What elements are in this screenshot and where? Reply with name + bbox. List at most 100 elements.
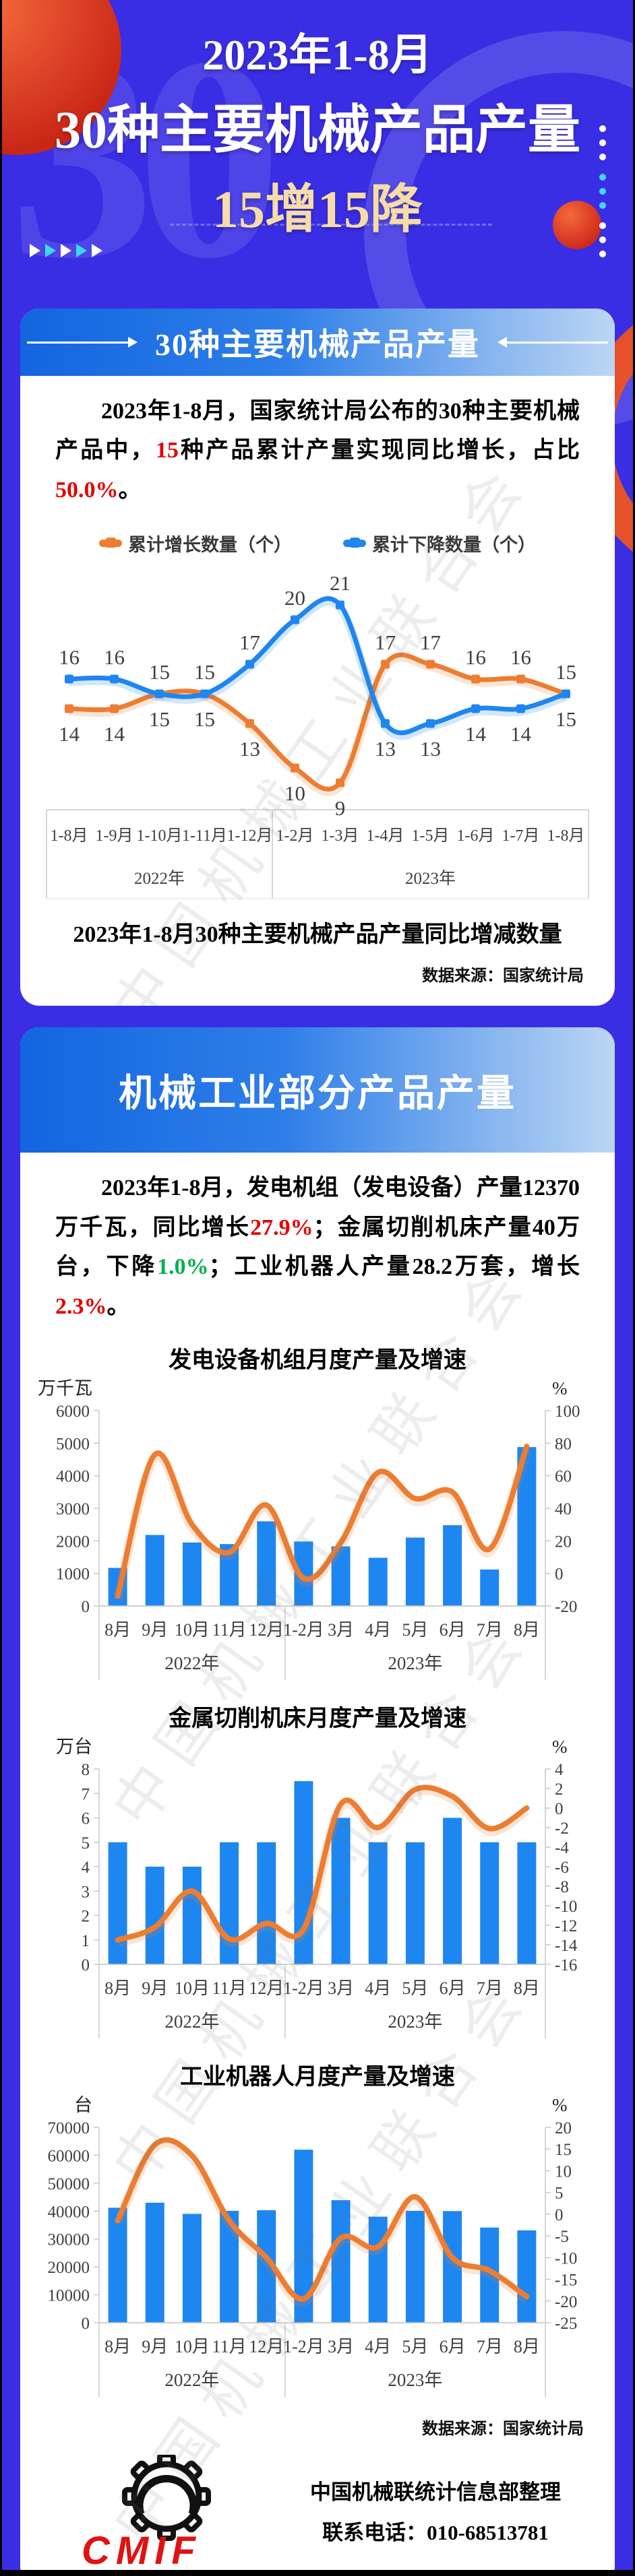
svg-text:-8: -8 — [555, 1878, 569, 1896]
svg-text:-10: -10 — [555, 1898, 577, 1916]
svg-text:1-9月: 1-9月 — [96, 827, 133, 845]
svg-text:8月: 8月 — [104, 1620, 131, 1640]
svg-text:0: 0 — [82, 1598, 90, 1616]
svg-text:4月: 4月 — [365, 1978, 391, 1998]
svg-text:-6: -6 — [555, 1859, 569, 1877]
title-period: 2023年1-8月 — [202, 31, 433, 79]
svg-text:-16: -16 — [555, 1956, 577, 1974]
svg-text:17: 17 — [239, 631, 260, 654]
svg-text:4月: 4月 — [365, 1620, 391, 1640]
section-30-products: 30种主要机械产品产量 2023年1-8月，国家统计局公布的30种主要机械产品中… — [20, 309, 615, 1006]
dot-column-decoration — [599, 125, 606, 257]
svg-text:13: 13 — [375, 737, 396, 761]
section1-data-source: 数据来源：国家统计局 — [422, 967, 584, 986]
section-partial-products: 机械工业部分产品产量 2023年1-8月，发电机组（发电设备）产量12370万千… — [20, 1027, 615, 2576]
svg-text:台: 台 — [74, 2095, 92, 2115]
svg-text:14: 14 — [510, 722, 532, 746]
svg-text:80: 80 — [555, 1436, 572, 1454]
svg-text:2: 2 — [82, 1908, 90, 1926]
svg-text:3000: 3000 — [56, 1500, 90, 1518]
svg-text:14: 14 — [465, 722, 487, 746]
growth-decline-chart-wrap: 1-8月 1-9月 1-10月 1-11月 1-12月 1-2月 1-3月 1-4月 1-5月 1… — [20, 447, 615, 1006]
svg-text:-10: -10 — [555, 2250, 577, 2268]
robot-chart-wrap: 0 10000 20000 30000 40000 50000 60000 70000 -25 -… — [20, 1961, 615, 2554]
chart-legend: 累计增长数量（个） 累计下降数量（个） — [20, 530, 615, 556]
svg-text:15: 15 — [555, 2142, 572, 2160]
svg-text:6000: 6000 — [56, 1403, 90, 1421]
cmif-letters: CMIF — [82, 2529, 202, 2573]
svg-text:%: % — [552, 1378, 568, 1398]
footer-tel: 联系电话：010-68513781 — [322, 2521, 549, 2545]
page-title: 2023年1-8月 30种主要机械产品产量 15增15降 — [0, 0, 635, 243]
svg-text:40000: 40000 — [48, 2203, 90, 2222]
svg-text:16: 16 — [104, 645, 125, 669]
svg-text:-2: -2 — [555, 1820, 569, 1838]
svg-text:2000: 2000 — [56, 1533, 90, 1551]
svg-text:16: 16 — [59, 645, 80, 669]
svg-text:4月: 4月 — [365, 2337, 391, 2356]
industrial-robots-combo-chart: 0 10000 20000 30000 40000 50000 60000 70000 -25 -… — [34, 2095, 601, 2402]
svg-text:10月: 10月 — [175, 1620, 210, 1640]
svg-text:15: 15 — [194, 707, 215, 731]
svg-text:7月: 7月 — [477, 1620, 503, 1640]
svg-text:0: 0 — [555, 2206, 564, 2224]
svg-text:-4: -4 — [555, 1839, 569, 1857]
svg-text:13: 13 — [420, 737, 441, 761]
svg-text:100: 100 — [555, 1403, 580, 1421]
svg-text:1-2月: 1-2月 — [283, 1620, 324, 1640]
svg-text:11月: 11月 — [212, 1620, 247, 1640]
section2-paragraph: 2023年1-8月，发电机组（发电设备）产量12370万千瓦，同比增长27.9%… — [55, 1176, 580, 1319]
svg-text:1-4月: 1-4月 — [367, 827, 404, 845]
chart1-caption: 2023年1-8月30种主要机械产品产量同比增减数量 — [73, 922, 562, 948]
svg-text:2022年: 2022年 — [134, 869, 185, 888]
svg-text:15: 15 — [149, 707, 170, 731]
arrow-left-icon — [497, 337, 608, 348]
svg-text:万台: 万台 — [56, 1737, 92, 1757]
red-dot-decoration — [553, 201, 601, 249]
svg-text:2022年: 2022年 — [164, 2370, 219, 2390]
svg-text:17: 17 — [375, 631, 396, 654]
svg-text:6月: 6月 — [440, 1620, 466, 1640]
svg-text:-15: -15 — [555, 2272, 577, 2290]
svg-text:20: 20 — [555, 1533, 572, 1551]
footer-contact: 中国机械联统计信息部整理 联系电话：010-68513781 — [310, 2472, 561, 2554]
svg-text:5: 5 — [82, 1834, 90, 1853]
svg-text:9: 9 — [335, 796, 346, 820]
svg-text:2023年: 2023年 — [388, 1653, 442, 1673]
svg-text:70000: 70000 — [48, 2119, 90, 2137]
svg-text:8月: 8月 — [514, 2337, 540, 2356]
svg-text:12月: 12月 — [249, 1978, 284, 1998]
svg-text:%: % — [552, 2095, 568, 2115]
cmif-gear-logo-icon — [122, 2452, 211, 2542]
svg-text:7: 7 — [82, 1786, 90, 1804]
section2-data-source: 数据来源：国家统计局 — [422, 2420, 584, 2439]
svg-text:4: 4 — [82, 1859, 90, 1877]
svg-text:2022年: 2022年 — [164, 1653, 219, 1673]
svg-text:40: 40 — [555, 1500, 572, 1518]
svg-text:11月: 11月 — [212, 2337, 247, 2356]
svg-text:20000: 20000 — [48, 2259, 90, 2277]
svg-text:1-3月: 1-3月 — [322, 827, 359, 845]
svg-text:%: % — [552, 1737, 568, 1757]
svg-text:14: 14 — [104, 722, 125, 746]
svg-text:-20: -20 — [555, 2293, 577, 2311]
svg-text:15: 15 — [149, 660, 170, 684]
svg-text:-14: -14 — [555, 1937, 578, 1955]
growth-decline-line-chart: 1-8月 1-9月 1-10月 1-11月 1-12月 1-2月 1-3月 1-4月 1-5月 1… — [34, 560, 601, 905]
machine-tool-chart-title: 金属切削机床月度产量及增速 — [169, 1706, 466, 1732]
svg-text:10月: 10月 — [175, 2337, 210, 2356]
svg-text:万千瓦: 万千瓦 — [38, 1378, 92, 1398]
svg-text:8月: 8月 — [514, 1978, 540, 1998]
power-chart-wrap: 0 1000 2000 3000 4000 5000 6000 -20 0 20 40 60 80 100… — [20, 1244, 615, 1838]
svg-text:2023年: 2023年 — [388, 2370, 442, 2390]
svg-text:7月: 7月 — [477, 1978, 503, 1998]
machine-tool-chart-wrap: 0 1 2 3 4 5 6 7 8 -16 -14 -12 -10 -8 -6 -4 -2 0 2 4 万台% 8月 9月 1… — [20, 1603, 615, 2196]
svg-text:8月: 8月 — [104, 1978, 131, 1998]
svg-text:2023年: 2023年 — [405, 869, 456, 888]
svg-text:17: 17 — [420, 631, 441, 654]
section2-header-bar: 机械工业部分产品产量 — [20, 1027, 615, 1153]
svg-text:12月: 12月 — [249, 1620, 284, 1640]
machine-tools-combo-chart: 0 1 2 3 4 5 6 7 8 -16 -14 -12 -10 -8 -6 -4 -2 0 2 4 万台% 8月 9月 1… — [34, 1737, 601, 2043]
svg-text:2: 2 — [555, 1780, 564, 1799]
